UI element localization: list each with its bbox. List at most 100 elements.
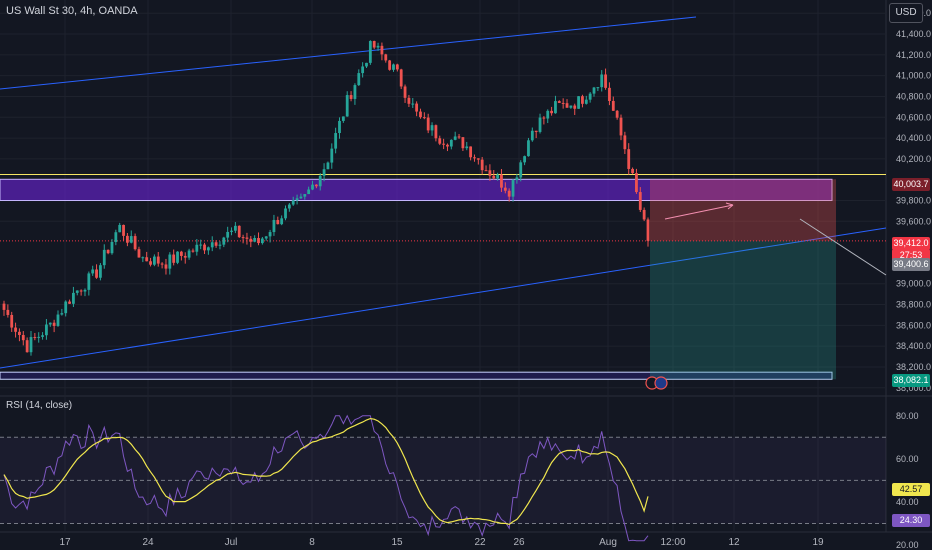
candle-body xyxy=(608,87,611,101)
candle-body xyxy=(584,99,588,104)
projection-arrow-head xyxy=(725,202,734,210)
candle-body xyxy=(465,146,469,149)
candle-body xyxy=(118,224,122,233)
candle-body xyxy=(453,136,457,140)
price-tick-label: 38,600.0 xyxy=(896,320,931,330)
price-tick-label: 41,000.0 xyxy=(896,71,931,81)
rsi-indicator-label[interactable]: RSI (14, close) xyxy=(6,400,73,411)
candle-body xyxy=(291,200,295,205)
candle-body xyxy=(141,257,145,259)
candle-body xyxy=(415,103,419,112)
time-tick-label: 8 xyxy=(309,537,315,548)
candle-body xyxy=(357,73,361,86)
candle-body xyxy=(573,105,577,109)
candle-body xyxy=(126,235,129,243)
candle-body xyxy=(611,100,615,111)
candle-body xyxy=(546,110,550,119)
candle-body xyxy=(129,236,133,243)
candle-body xyxy=(199,244,203,246)
candle-body xyxy=(623,135,627,150)
candle-body xyxy=(160,263,164,265)
price-tick-label: 40,600.0 xyxy=(896,112,931,122)
candle-body xyxy=(68,301,71,304)
candle-body xyxy=(442,143,446,145)
candle-body xyxy=(272,219,276,233)
candle-body xyxy=(577,96,580,109)
candle-body xyxy=(322,169,326,176)
symbol-title[interactable]: US Wall St 30, 4h, OANDA xyxy=(6,5,138,17)
resistance-zone xyxy=(0,178,833,201)
candle-body xyxy=(372,41,376,48)
candle-body xyxy=(380,45,384,55)
rsi-pane xyxy=(0,414,886,542)
candle-body xyxy=(554,101,557,114)
candle-body xyxy=(627,149,631,169)
price-tick-label: 38,200.0 xyxy=(896,362,931,372)
time-tick-label: 12:00 xyxy=(660,537,685,548)
time-tick-label: 19 xyxy=(812,537,824,548)
candle-body xyxy=(314,184,318,187)
candles xyxy=(2,40,650,356)
candle-body xyxy=(106,249,110,254)
price-tick-label: 40,400.0 xyxy=(896,133,931,143)
price-tick-label: 38,000.0 xyxy=(896,383,931,393)
candle-body xyxy=(565,103,569,108)
rsi-tick-label: 60.00 xyxy=(896,454,919,464)
candle-body xyxy=(419,111,422,118)
candle-body xyxy=(149,261,152,265)
time-tick-label: 15 xyxy=(391,537,403,548)
candle-body xyxy=(95,269,98,278)
candle-body xyxy=(295,198,299,201)
projection-arrow xyxy=(664,204,734,220)
price-tick-label: 40,200.0 xyxy=(896,154,931,164)
candle-body xyxy=(596,87,600,89)
candle-body xyxy=(18,331,21,336)
candle-body xyxy=(64,301,68,314)
candle-body xyxy=(2,303,6,310)
candle-body xyxy=(307,189,311,195)
candle-body xyxy=(476,158,480,160)
candle-body xyxy=(72,292,75,304)
candle-body xyxy=(218,244,222,246)
candle-body xyxy=(515,177,519,181)
candle-body xyxy=(619,117,623,136)
candle-body xyxy=(438,138,442,144)
candle-body xyxy=(187,250,191,258)
rsi-tick-label: 80.00 xyxy=(896,411,919,421)
candle-body xyxy=(122,224,125,236)
candle-body xyxy=(29,337,33,353)
candle-body xyxy=(384,54,388,61)
candle-body xyxy=(152,256,156,265)
candle-body xyxy=(99,265,102,278)
candle-body xyxy=(56,314,60,326)
currency-button[interactable]: USD xyxy=(889,3,923,23)
candle-body xyxy=(303,194,307,197)
candle-body xyxy=(395,64,399,70)
candle-body xyxy=(14,327,17,332)
candle-body xyxy=(615,110,619,118)
candle-body xyxy=(538,117,542,132)
price-tick-label: 40,800.0 xyxy=(896,91,931,101)
candle-body xyxy=(183,255,187,258)
price-tick-label: 39,800.0 xyxy=(896,196,931,206)
candle-body xyxy=(519,162,523,178)
candle-body xyxy=(631,168,634,174)
candle-body xyxy=(403,86,407,98)
candle-body xyxy=(399,69,403,87)
time-tick-label: 17 xyxy=(59,537,71,548)
candle-body xyxy=(638,192,642,210)
candle-body xyxy=(264,236,268,239)
candle-body xyxy=(507,190,511,197)
candle-body xyxy=(480,159,484,171)
price-tick-label: 41,200.0 xyxy=(896,50,931,60)
candle-body xyxy=(368,41,372,63)
close-price-badge: 39,400.6 xyxy=(892,258,930,271)
candle-body xyxy=(52,322,56,326)
candle-body xyxy=(33,337,37,339)
price-tick-label: 38,800.0 xyxy=(896,300,931,310)
time-tick-label: 26 xyxy=(513,537,525,548)
candle-body xyxy=(83,289,87,292)
candle-body xyxy=(195,244,199,252)
candle-body xyxy=(365,62,368,67)
